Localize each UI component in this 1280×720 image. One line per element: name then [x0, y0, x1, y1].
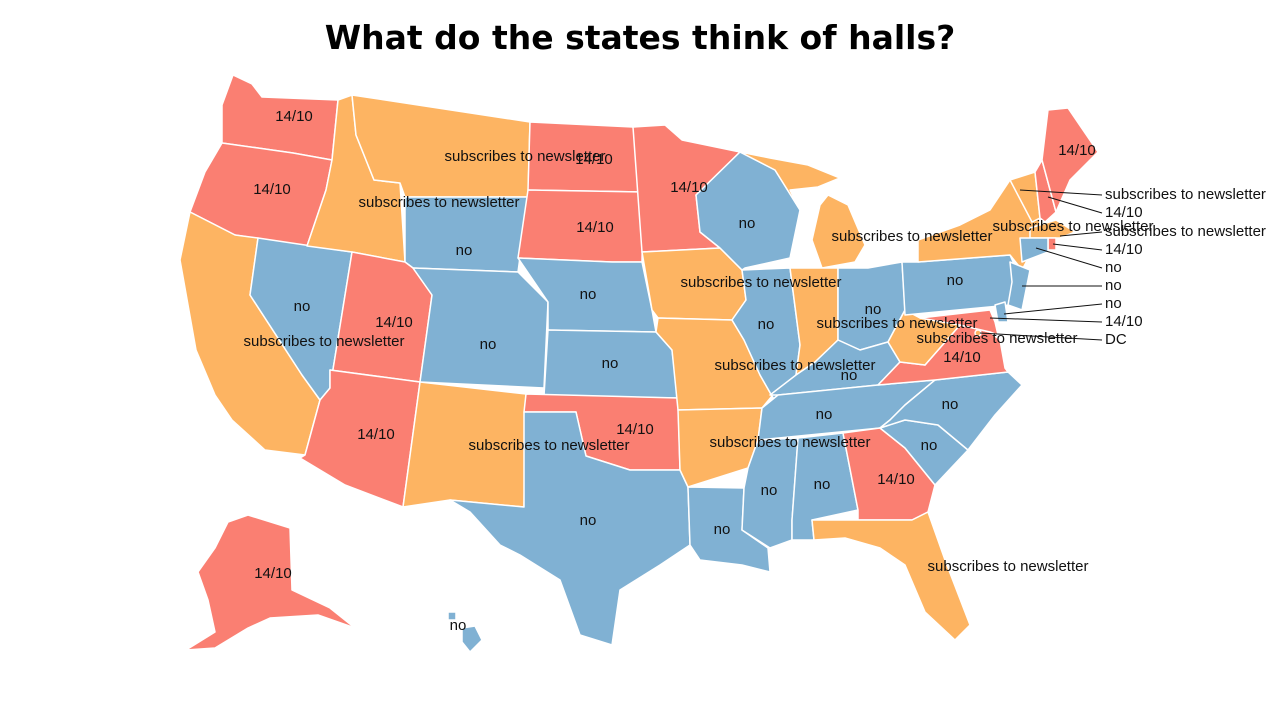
- state-ne: [517, 257, 657, 333]
- state-label-me: 14/10: [1058, 142, 1096, 159]
- state-label-nh: 14/10: [1105, 204, 1143, 221]
- state-label-wv: subscribes to newsletter: [917, 330, 1078, 347]
- leader-line-md: [989, 317, 1103, 323]
- state-label-al: no: [814, 476, 831, 493]
- state-label-wy: no: [456, 242, 473, 259]
- leader-lines: [979, 189, 1103, 341]
- state-mi: [739, 151, 841, 211]
- state-label-tn: no: [816, 406, 833, 423]
- state-label-vt: subscribes to newsletter: [1105, 186, 1266, 203]
- state-tx: [449, 411, 691, 646]
- state-label-mn: 14/10: [670, 179, 708, 196]
- state-label-de: no: [1105, 295, 1122, 312]
- state-nj: [1007, 261, 1031, 311]
- state-label-nj: no: [1105, 277, 1122, 294]
- state-label-ut: 14/10: [375, 314, 413, 331]
- state-label-ne: no: [580, 286, 597, 303]
- state-me: [1041, 107, 1099, 213]
- state-ak: [185, 514, 356, 651]
- state-label-il: no: [758, 316, 775, 333]
- state-nh: [1034, 159, 1057, 223]
- state-label-la: no: [714, 521, 731, 538]
- state-label-sd: 14/10: [576, 219, 614, 236]
- state-label-wi: no: [739, 215, 756, 232]
- state-label-sc: no: [921, 437, 938, 454]
- state-label-or: 14/10: [253, 181, 291, 198]
- state-label-id: subscribes to newsletter: [359, 194, 520, 211]
- state-label-ks: no: [602, 355, 619, 372]
- state-label-co: no: [480, 336, 497, 353]
- state-label-ky: no: [841, 367, 858, 384]
- state-label-ga: 14/10: [877, 471, 915, 488]
- state-label-ak: 14/10: [254, 565, 292, 582]
- state-fl: [811, 511, 971, 641]
- leader-line-dc: [979, 332, 1103, 341]
- state-hi: [461, 625, 483, 653]
- state-label-md: 14/10: [1105, 313, 1143, 330]
- state-co: [412, 267, 549, 389]
- state-label-nd: 14/10: [575, 151, 613, 168]
- state-label-ok: 14/10: [616, 421, 654, 438]
- state-label-nm: subscribes to newsletter: [469, 437, 630, 454]
- states-layer: [179, 74, 1099, 653]
- state-label-az: 14/10: [357, 426, 395, 443]
- leader-line-nh: [1047, 196, 1103, 214]
- state-label-mo: subscribes to newsletter: [715, 357, 876, 374]
- state-label-ma: subscribes to newsletter: [1105, 223, 1266, 240]
- state-label-mi: subscribes to newsletter: [832, 228, 993, 245]
- leader-line-ri: [1052, 243, 1103, 251]
- map-title: What do the states think of halls?: [324, 18, 956, 57]
- state-label-dc: DC: [1105, 331, 1127, 348]
- state-label-ri: 14/10: [1105, 241, 1143, 258]
- state-label-ar: subscribes to newsletter: [710, 434, 871, 451]
- state-label-ct: no: [1105, 259, 1122, 276]
- state-label-mt: subscribes to newsletter: [445, 148, 606, 165]
- state-nc: [879, 371, 1023, 451]
- state-label-ms: no: [761, 482, 778, 499]
- state-label-pa: no: [947, 272, 964, 289]
- state-label-ca: subscribes to newsletter: [244, 333, 405, 350]
- state-md: [919, 309, 999, 336]
- state-label-oh: no: [865, 301, 882, 318]
- state-label-tx: no: [580, 512, 597, 529]
- state-label-wa: 14/10: [275, 108, 313, 125]
- state-mi-lower: [811, 194, 866, 269]
- state-label-fl: subscribes to newsletter: [928, 558, 1089, 575]
- state-label-hi: no: [450, 617, 467, 634]
- state-label-va: 14/10: [943, 349, 981, 366]
- state-hi-islands: [447, 611, 457, 621]
- state-label-nc: no: [942, 396, 959, 413]
- leader-line-de: [1003, 303, 1103, 315]
- state-label-ia: subscribes to newsletter: [681, 274, 842, 291]
- leader-line-ma: [1059, 231, 1103, 237]
- leader-line-ct: [1035, 247, 1103, 269]
- state-de: [994, 301, 1009, 323]
- state-label-ny: subscribes to newsletter: [993, 218, 1154, 235]
- leader-line-vt: [1019, 189, 1103, 196]
- state-label-nv: no: [294, 298, 311, 315]
- state-label-in: subscribes to newsletter: [817, 315, 978, 332]
